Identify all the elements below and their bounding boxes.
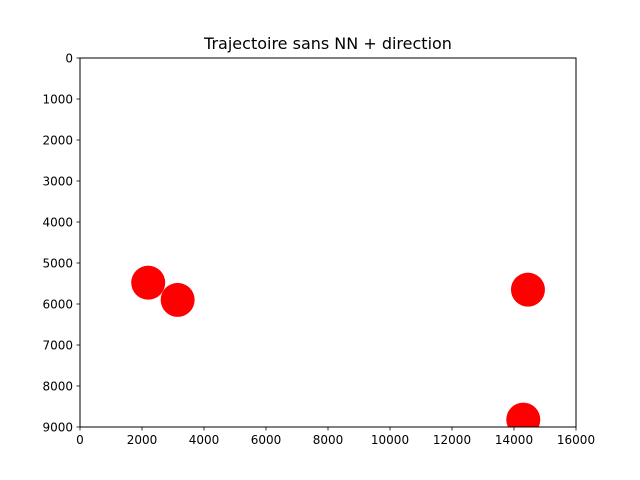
plot-frame [79,57,577,428]
y-tick-label: 1000 [42,93,73,107]
y-tick-label: 8000 [42,380,73,394]
y-tick-label: 3000 [42,175,73,189]
scatter-point [131,265,166,300]
points-layer [131,265,545,427]
x-tick-label: 2000 [127,433,158,447]
scatter-point [510,272,545,307]
x-tick-label: 0 [76,433,84,447]
scatter-point [160,282,195,317]
y-tick-label: 9000 [42,421,73,435]
scatter-point [506,402,541,427]
x-tick-label: 6000 [251,433,282,447]
y-tick-label: 6000 [42,298,73,312]
x-tick-label: 4000 [189,433,220,447]
y-tick-label: 7000 [42,339,73,353]
axes-layer: 0 2000 4000 6000 8000 10000 12000 14000 16000 0 10… [42,52,595,448]
chart-title: Trajectoire sans NN + direction [203,34,452,53]
x-tick-label: 16000 [557,433,595,447]
y-tick-label: 4000 [42,216,73,230]
y-tick-label: 0 [65,52,73,66]
x-tick-label: 10000 [371,433,409,447]
x-tick-label: 12000 [433,433,471,447]
y-tick-label: 5000 [42,257,73,271]
y-tick-label: 2000 [42,134,73,148]
x-tick-label: 14000 [495,433,533,447]
x-tick-label: 8000 [313,433,344,447]
